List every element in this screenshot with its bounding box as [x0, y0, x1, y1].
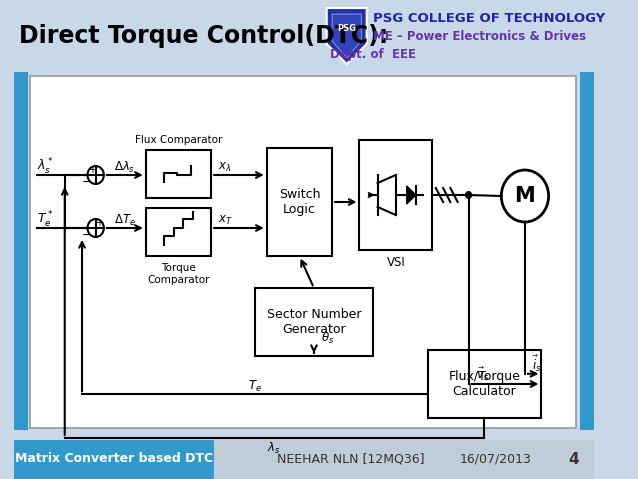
Text: Direct Torque Control(DTC):: Direct Torque Control(DTC): [19, 24, 389, 48]
Bar [214, 440, 594, 479]
Text: Torque
Comparator: Torque Comparator [147, 263, 210, 285]
FancyBboxPatch shape [30, 76, 576, 428]
Text: 4: 4 [568, 452, 579, 467]
Text: $x_T$: $x_T$ [218, 214, 234, 227]
Text: PSG COLLEGE OF TECHNOLOGY: PSG COLLEGE OF TECHNOLOGY [373, 11, 605, 24]
Bar [14, 0, 594, 72]
Text: $\vec{i}_s$: $\vec{i}_s$ [532, 354, 542, 374]
Text: 16/07/2013: 16/07/2013 [460, 453, 532, 466]
Text: ME – Power Electronics & Drives: ME – Power Electronics & Drives [373, 30, 586, 43]
Circle shape [501, 170, 549, 222]
Text: +: + [95, 218, 103, 228]
Text: −: − [81, 175, 92, 189]
Bar [145, 150, 211, 198]
Text: $x_\lambda$: $x_\lambda$ [218, 160, 232, 173]
Text: $T_e^*$: $T_e^*$ [38, 210, 54, 230]
Polygon shape [332, 14, 361, 58]
Text: $\Delta\lambda_s$: $\Delta\lambda_s$ [114, 160, 135, 174]
Bar [14, 440, 214, 479]
Bar [255, 288, 373, 356]
Polygon shape [406, 186, 416, 204]
Text: Matrix Converter based DTC: Matrix Converter based DTC [15, 453, 213, 466]
Text: Flux Comparator: Flux Comparator [135, 135, 222, 145]
Text: +: + [88, 165, 96, 175]
Text: −: − [81, 228, 92, 241]
Text: Flux/Torque
Calculator: Flux/Torque Calculator [449, 370, 521, 398]
Text: $\Delta T_e$: $\Delta T_e$ [114, 213, 136, 228]
Text: Switch
Logic: Switch Logic [279, 188, 320, 216]
Bar [14, 430, 594, 440]
Bar [14, 72, 28, 440]
Bar [267, 148, 332, 256]
Polygon shape [327, 8, 367, 64]
Text: Dept. of  EEE: Dept. of EEE [330, 47, 416, 60]
Text: $T_e$: $T_e$ [248, 379, 262, 394]
Text: PSG: PSG [338, 23, 356, 33]
Bar [14, 440, 594, 479]
Text: M: M [515, 186, 535, 206]
Text: $\lambda_s$: $\lambda_s$ [267, 441, 281, 456]
Circle shape [87, 166, 104, 184]
Text: $\theta_s$: $\theta_s$ [321, 331, 334, 345]
Bar [427, 350, 541, 418]
Text: VSI: VSI [387, 255, 405, 269]
Bar [145, 208, 211, 256]
Bar [359, 140, 432, 250]
Bar [579, 72, 594, 440]
Text: NEEHAR NLN [12MQ36]: NEEHAR NLN [12MQ36] [277, 453, 424, 466]
Circle shape [87, 219, 104, 237]
Circle shape [465, 191, 472, 199]
Text: $\vec{v}_s$: $\vec{v}_s$ [476, 365, 489, 383]
Text: $\lambda_s^*$: $\lambda_s^*$ [38, 157, 54, 177]
Text: Sector Number
Generator: Sector Number Generator [267, 308, 361, 336]
